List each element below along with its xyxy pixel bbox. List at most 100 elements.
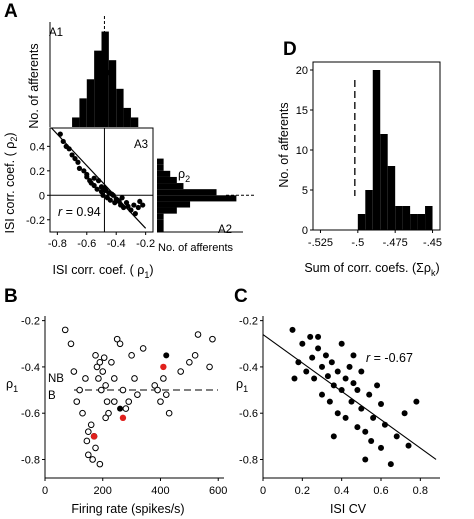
b-open-point (128, 352, 135, 359)
c-point (322, 352, 329, 359)
d-bar (395, 206, 403, 230)
b-open-point (105, 409, 112, 417)
b-open-point (165, 409, 173, 417)
c-x-tick-label: 0.2 (295, 485, 310, 497)
a1-bar (116, 88, 124, 127)
c-point (326, 398, 333, 405)
b-open-point (108, 358, 115, 366)
b-open-point (160, 375, 167, 382)
d-bar (372, 70, 381, 230)
b-open-point (92, 352, 99, 359)
panel-label-d: D (283, 39, 297, 60)
c-xlabel: ISI CV (330, 502, 367, 516)
a1-bar (108, 60, 117, 127)
c-point (362, 456, 369, 463)
b-open-point (177, 368, 184, 375)
c-point (334, 410, 341, 417)
b-open-point (61, 326, 69, 334)
d-bar (402, 206, 411, 230)
b-open-point (92, 444, 99, 452)
c-y-tick-label: -0.8 (239, 454, 258, 466)
b-red-point (160, 363, 167, 371)
b-open-point (93, 363, 101, 371)
d-bar (380, 134, 388, 230)
c-point (338, 387, 345, 394)
b-open-point (102, 414, 109, 422)
c-point (315, 345, 322, 352)
a3-xlabel: ISI corr. coef. ( ρ1) (52, 263, 153, 280)
b-open-point (76, 386, 83, 394)
a3-x-tick-label: -0.8 (48, 238, 67, 250)
d-bar (425, 206, 433, 230)
b-open-point (209, 335, 216, 343)
d-y-tick-label: 20 (296, 65, 308, 77)
a1-bar (101, 31, 109, 127)
a3-ylabel: ISI corr. coef. ( ρ2) (3, 132, 19, 233)
histogram-a2: ρ2 A2 No. of afferents (157, 158, 255, 254)
c-point (374, 382, 381, 389)
b-open-point (134, 391, 141, 398)
d-y-tick-label: 5 (302, 185, 308, 197)
c-point (366, 391, 373, 398)
b-open-point (96, 460, 104, 468)
a2-bar (157, 219, 164, 232)
scatter-b: ρ1 NB B Firing rate (spikes/s) 0 200 400 60… (6, 316, 227, 516)
b-open-point (103, 398, 111, 405)
a3-point (60, 138, 66, 145)
c-point (401, 410, 408, 417)
b-axes (44, 316, 224, 479)
b-open-point (70, 368, 78, 375)
c-point (289, 326, 296, 333)
a3-point (137, 198, 143, 205)
c-point (330, 382, 337, 389)
d-x-tick-label: -.525 (308, 237, 333, 249)
b-open-point (206, 363, 213, 371)
b-y-tick-label: -0.8 (21, 454, 40, 466)
a3-point (131, 202, 137, 208)
b-red-point (119, 414, 127, 422)
d-bar (387, 166, 396, 230)
b-open-point (113, 335, 121, 343)
a3-point (95, 178, 102, 184)
d-y-tick-label: 0 (302, 225, 308, 237)
b-x-tick-label: 200 (94, 485, 112, 497)
a3-point (76, 165, 83, 171)
a1-bar (94, 50, 102, 127)
c-y-tick-label: -0.4 (239, 362, 258, 374)
a3-y-tick-label: 0 (39, 190, 45, 202)
a1-bar (123, 107, 131, 127)
c-point (368, 437, 375, 444)
c-point (348, 398, 355, 405)
a2-rho-label: ρ2 (178, 167, 190, 184)
d-xlabel: Sum of corr. coefs. (Σρk) (304, 261, 439, 278)
b-region-label-nb: NB (48, 373, 64, 385)
d-ylabel: No. of afferents (277, 102, 291, 187)
histogram-d: No. of afferents Sum of corr. coefs. (Σρ… (277, 61, 442, 278)
a3-y-tick-label: 0.2 (30, 166, 45, 178)
b-open-point (194, 331, 202, 338)
a3-point (125, 203, 131, 209)
b-x-tick-label: 600 (209, 485, 227, 497)
c-point (319, 391, 325, 398)
panel-label-a: A (4, 1, 18, 22)
b-open-point (162, 391, 170, 398)
d-bar (410, 214, 418, 230)
a2-panel-tag: A2 (218, 224, 232, 236)
b-open-point (102, 382, 109, 389)
a3-point (69, 152, 75, 158)
c-point (291, 375, 298, 382)
d-y-tick-label: 10 (296, 145, 308, 157)
a2-bar (157, 189, 217, 196)
c-ylabel: ρ1 (236, 377, 248, 394)
b-open-point (83, 437, 91, 445)
a3-point (107, 197, 113, 203)
c-point (328, 359, 335, 366)
c-point (309, 354, 316, 361)
c-point (342, 375, 349, 382)
b-red-point (90, 433, 98, 440)
a3-point (119, 195, 125, 201)
c-point (324, 373, 331, 380)
b-open-point (139, 345, 147, 352)
b-filled-point (117, 405, 124, 412)
